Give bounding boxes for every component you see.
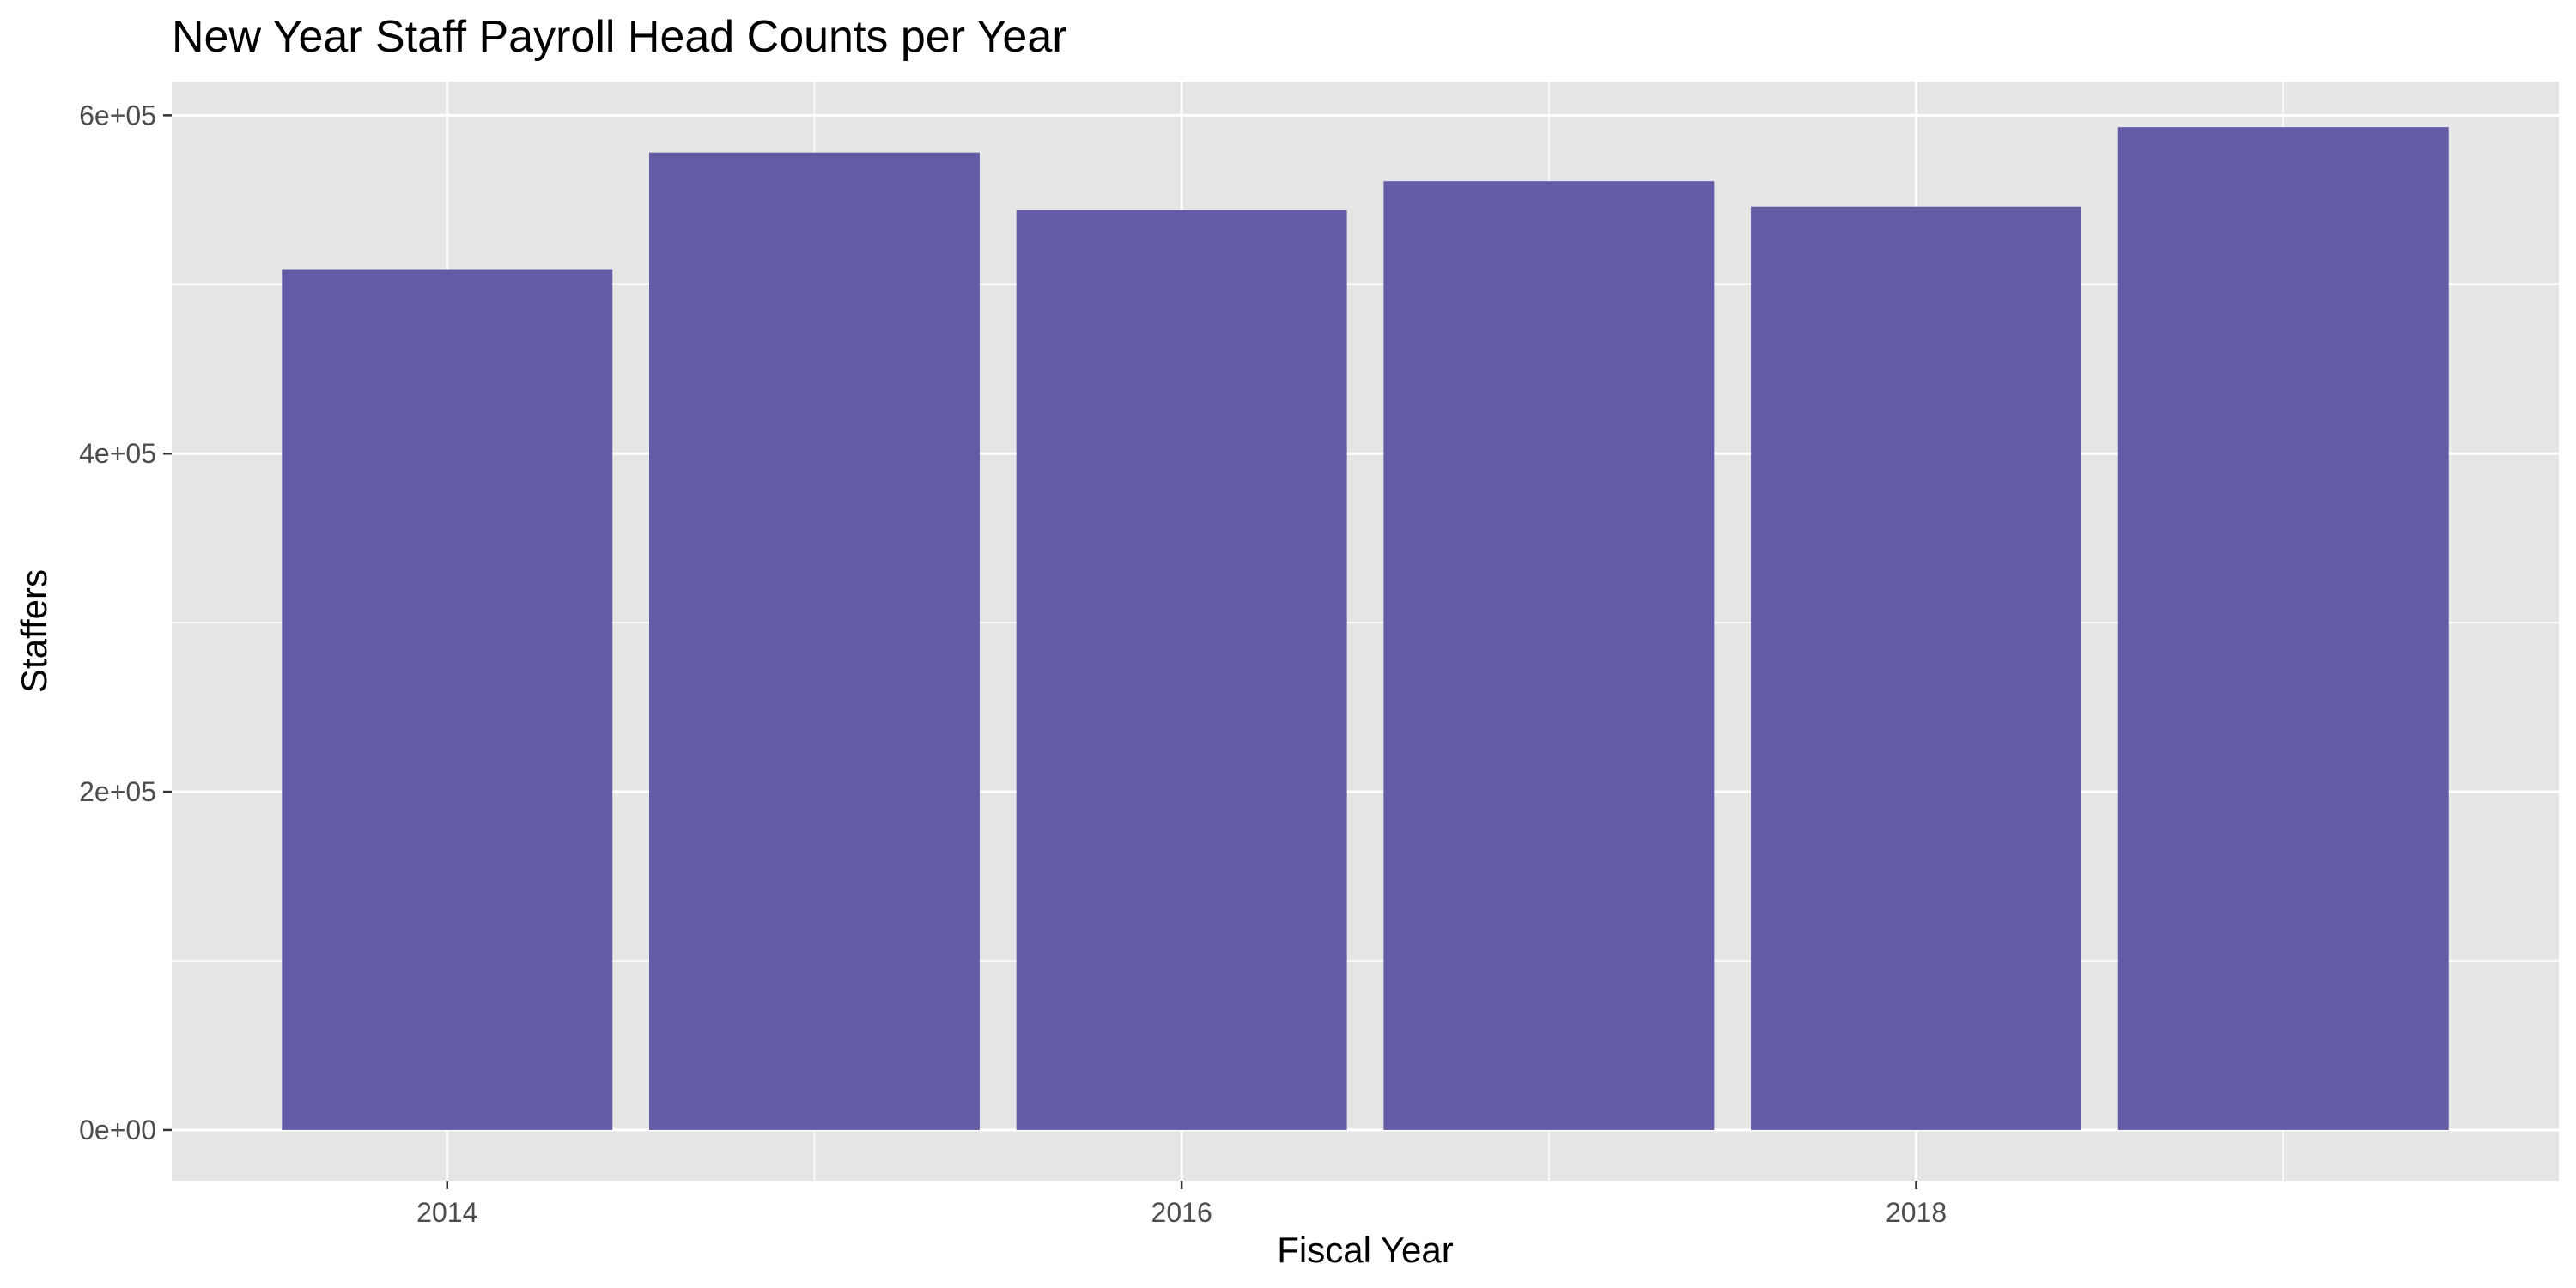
y-tick-label: 6e+05 xyxy=(79,100,156,131)
x-tick-label: 2018 xyxy=(1886,1197,1947,1228)
y-tick-label: 4e+05 xyxy=(79,438,156,469)
y-axis-title: Staffers xyxy=(14,569,54,693)
y-tick-label: 2e+05 xyxy=(79,776,156,807)
bar-2015 xyxy=(649,152,980,1130)
bars xyxy=(282,127,2449,1130)
bar-2014 xyxy=(282,269,613,1130)
chart-title: New Year Staff Payroll Head Counts per Y… xyxy=(172,12,1067,62)
bar-2017 xyxy=(1383,181,1715,1130)
y-tick-label: 0e+00 xyxy=(79,1115,156,1145)
x-axis: 2014 2016 2018 xyxy=(416,1181,1947,1228)
bar-2019 xyxy=(2117,127,2449,1130)
bar-2018 xyxy=(1751,206,2081,1130)
x-axis-title: Fiscal Year xyxy=(1277,1230,1453,1270)
x-tick-label: 2014 xyxy=(416,1197,477,1228)
bar-2016 xyxy=(1016,210,1347,1130)
x-tick-label: 2016 xyxy=(1151,1197,1212,1228)
y-axis: 0e+00 2e+05 4e+05 6e+05 xyxy=(79,100,172,1145)
